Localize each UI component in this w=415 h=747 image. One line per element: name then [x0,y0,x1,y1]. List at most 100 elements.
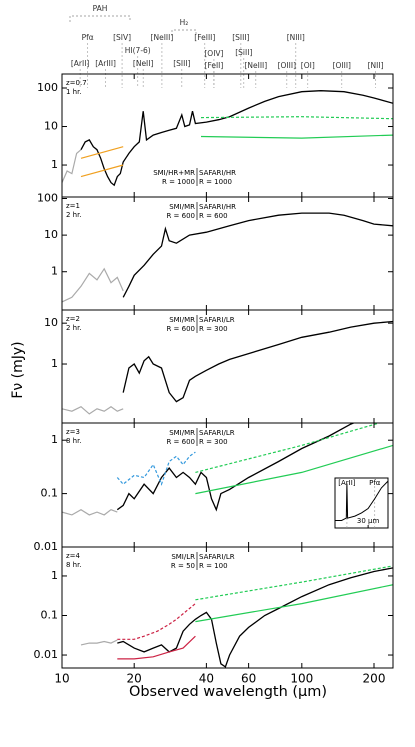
resolution: R = 600 [166,438,195,446]
resolution: R = 100 [199,562,228,570]
annotation-label: [OIV] [204,49,223,58]
inset-annotation-label: Pfα [369,479,381,487]
resolution: R = 600 [166,212,195,220]
inset-tick-label: 30 μm [357,517,380,525]
annotation-label: [OIII] [333,61,351,70]
spectrum-line [195,444,393,495]
annotation-label: [NeIII] [151,33,174,42]
panel-frame [61,546,394,669]
spectrum-line [195,565,393,601]
panel-label: 1 hr. [66,88,82,96]
inset-frame [334,477,389,529]
spectrum-line [195,584,393,623]
spectrum-line [116,423,356,512]
instrument: SAFARI/HR [199,169,236,177]
annotation-label: [ArII] [71,59,90,68]
y-tick-label: 1 [51,433,58,446]
panel-label: 8 hr. [66,561,82,569]
y-tick-label: 0.1 [41,608,59,621]
spectrum-line [62,405,124,415]
annotation-label: HI(7-6) [125,46,151,55]
annotation-label: Pfα [82,33,94,42]
annotation-label: [NII] [368,61,384,70]
x-tick-label: 60 [241,672,256,686]
spectrum-line [117,603,196,640]
panel-label: z=3 [66,428,80,436]
annotation-label: [NeII] [133,59,154,68]
x-axis-label: Observed wavelength (μm) [129,684,327,700]
y-tick-label: 0.1 [41,487,59,500]
spectrum-line [80,164,124,178]
bracket-pah [69,15,131,22]
instrument: SMI/MR [169,429,195,437]
spectrum-line [122,320,393,403]
y-tick-label: 10 [44,228,58,241]
instrument: SAFARI/LR [199,429,235,437]
y-tick-label: 0.01 [34,648,59,661]
panel-plot [62,423,393,516]
panel-plot [62,90,393,187]
panel-label: z=4 [66,552,81,560]
panel-label: 8 hr. [66,437,82,445]
resolution: R = 50 [171,562,195,570]
y-tick-label: 1 [51,357,58,370]
y-tick-label: 1 [51,158,58,171]
inset-spectrum [335,480,389,521]
instrument: SMI/MR [169,316,195,324]
resolution: R = 300 [199,438,228,446]
spectrum-line [62,267,124,303]
resolution: R = 300 [199,325,228,333]
x-tick-label: 200 [363,672,386,686]
resolution: R = 1000 [162,178,195,186]
panel-label: 2 hr. [66,324,82,332]
bracket-h2 [171,29,197,36]
y-tick-label: 10 [44,316,58,329]
spectrum-line [122,212,393,298]
y-tick-label: 1 [51,265,58,278]
annotation-label: [ArIII] [95,59,116,68]
x-tick-label: 100 [290,672,313,686]
panel-label: z=2 [66,315,80,323]
resolution: R = 600 [166,325,195,333]
instrument: SAFARI/HR [199,203,236,211]
annotation-label: [OI] [301,61,315,70]
bracket-label: PAH [93,4,108,13]
spectrum-line [80,90,393,187]
panel-label: 2 hr. [66,211,82,219]
annotation-label: [SiII] [235,48,252,57]
instrument: SMI/LR [171,553,195,561]
annotation-label: [FeII] [205,61,224,70]
panel-label: z=1 [66,202,80,210]
instrument: SMI/MR [169,203,195,211]
annotation-label: [SIII] [173,59,190,68]
bracket-label: H₂ [180,18,189,27]
annotation-label: [NeIII] [244,61,267,70]
inset-annotation-label: [ArII] [338,479,356,487]
spectrum-line [200,116,393,120]
y-tick-label: 0.01 [34,540,59,553]
spectrum-line [117,567,393,668]
annotation-label: [FeIII] [194,33,215,42]
annotation-label: [SIII] [232,33,249,42]
spectrum-line [80,146,124,159]
panel-plot [62,320,393,415]
x-tick-label: 20 [127,672,142,686]
spectrum-line [80,639,118,646]
y-tick-label: 100 [37,192,58,205]
panel-label: z=0.7 [66,79,87,87]
y-axis-label: Fν (mJy) [10,341,26,398]
spectrum-line [62,509,118,516]
spectrum-line [195,423,382,473]
instrument: SAFARI/LR [199,553,235,561]
spectrum-line [116,451,196,486]
y-tick-label: 100 [37,81,58,94]
spectrum-line [62,149,82,183]
spectrum-line [200,134,393,139]
panel-plot [80,565,393,668]
x-tick-label: 10 [54,672,69,686]
y-tick-label: 10 [44,120,58,133]
panel-plot [62,212,393,303]
resolution: R = 1000 [199,178,232,186]
instrument: SAFARI/LR [199,316,235,324]
